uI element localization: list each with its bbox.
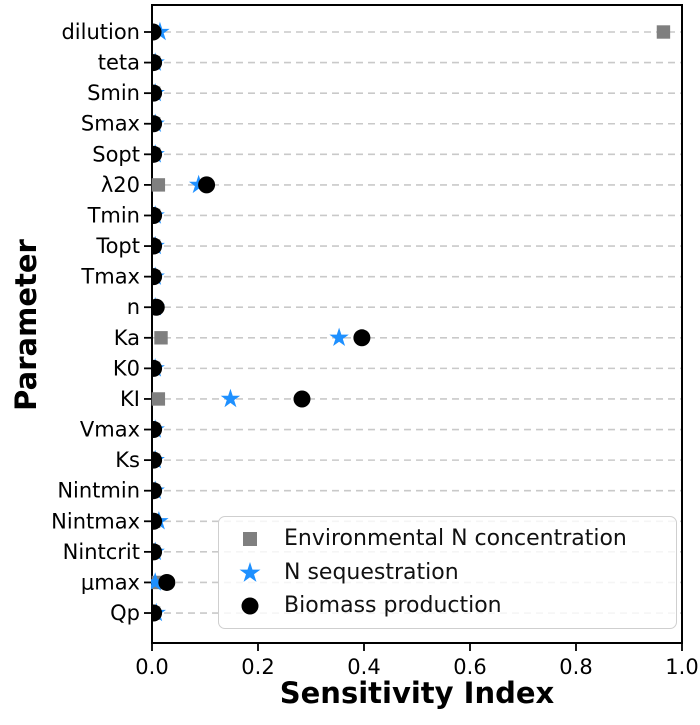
x-tick-label: 0.6 [453, 655, 486, 679]
x-tick-label: 0.8 [559, 655, 592, 679]
marker-circle-Ka [353, 329, 371, 347]
x-tick-label: 0.4 [347, 655, 380, 679]
black-circle-icon [232, 596, 268, 616]
marker-circle-K0 [151, 359, 163, 377]
y-tick-label-dilution: dilution [61, 20, 140, 44]
chart-legend: Environmental N concentration N sequestr… [218, 516, 677, 629]
marker-square-λ20 [151, 178, 166, 192]
marker-circle-μmax [158, 573, 176, 591]
marker-circle-KI [293, 390, 311, 408]
y-tick-label-Tmin: Tmin [87, 203, 140, 227]
legend-label: Biomass production [284, 593, 502, 619]
legend-entry-n-sequestration: N sequestration [232, 561, 676, 585]
y-tick-label-Nintcrit: Nintcrit [63, 540, 140, 564]
marker-square-dilution [656, 25, 671, 39]
y-tick-label-Ks: Ks [115, 448, 140, 472]
legend-entry-biomass: Biomass production [232, 595, 676, 617]
marker-circle-Ks [151, 451, 163, 469]
marker-circle-dilution [151, 23, 162, 41]
legend-label: N sequestration [284, 559, 459, 585]
marker-star-KI [220, 388, 241, 408]
y-tick-label-KI: KI [120, 387, 140, 411]
legend-entry-environmental-n: Environmental N concentration [232, 525, 676, 551]
y-tick-label-μmax: μmax [81, 570, 140, 594]
gray-square-icon [232, 529, 268, 549]
marker-circle-Qp [151, 604, 163, 622]
y-tick-label-teta: teta [98, 51, 140, 75]
y-tick-label-n: n [127, 295, 140, 319]
x-tick-label: 0.0 [135, 655, 168, 679]
marker-circle-Nintmax [151, 512, 163, 530]
y-tick-label-Nintmin: Nintmin [57, 479, 140, 503]
y-tick-label-Vmax: Vmax [80, 418, 140, 442]
marker-star-μmax [151, 572, 165, 591]
legend-label: Environmental N concentration [284, 525, 627, 551]
marker-star-Ka [329, 327, 349, 347]
marker-circle-teta [151, 54, 163, 72]
y-tick-label-Tmax: Tmax [80, 265, 140, 289]
y-tick-label-Smax: Smax [81, 112, 140, 136]
y-tick-label-Ka: Ka [114, 326, 140, 350]
marker-square-KI [151, 392, 166, 406]
blue-star-icon [232, 561, 268, 585]
y-axis-title: Parameter [9, 239, 43, 411]
marker-circle-n [151, 298, 165, 316]
y-tick-label-Qp: Qp [110, 601, 140, 625]
y-tick-label-Sopt: Sopt [92, 142, 140, 166]
x-tick-label: 0.2 [241, 655, 274, 679]
data-points-layer [151, 21, 671, 622]
marker-circle-Smin [151, 84, 163, 102]
plot-border [151, 4, 683, 644]
marker-circle-Topt [151, 237, 163, 255]
marker-square-Ka [154, 331, 168, 345]
x-axis-title: Sensitivity Index [279, 676, 555, 710]
marker-circle-Nintmin [151, 482, 163, 500]
marker-circle-Smax [151, 115, 163, 133]
y-tick-label-λ20: λ20 [101, 173, 140, 197]
marker-circle-Tmax [151, 268, 163, 286]
y-tick-label-K0: K0 [113, 356, 140, 380]
x-tick-label: 1.0 [665, 655, 698, 679]
marker-circle-λ20 [198, 176, 216, 194]
marker-circle-Sopt [151, 145, 163, 163]
marker-circle-Nintcrit [151, 543, 163, 561]
marker-circle-Tmin [151, 206, 163, 224]
y-tick-label-Smin: Smin [87, 81, 140, 105]
y-tick-label-Nintmax: Nintmax [51, 509, 140, 533]
marker-circle-Vmax [151, 421, 163, 439]
y-tick-label-Topt: Topt [95, 234, 140, 258]
